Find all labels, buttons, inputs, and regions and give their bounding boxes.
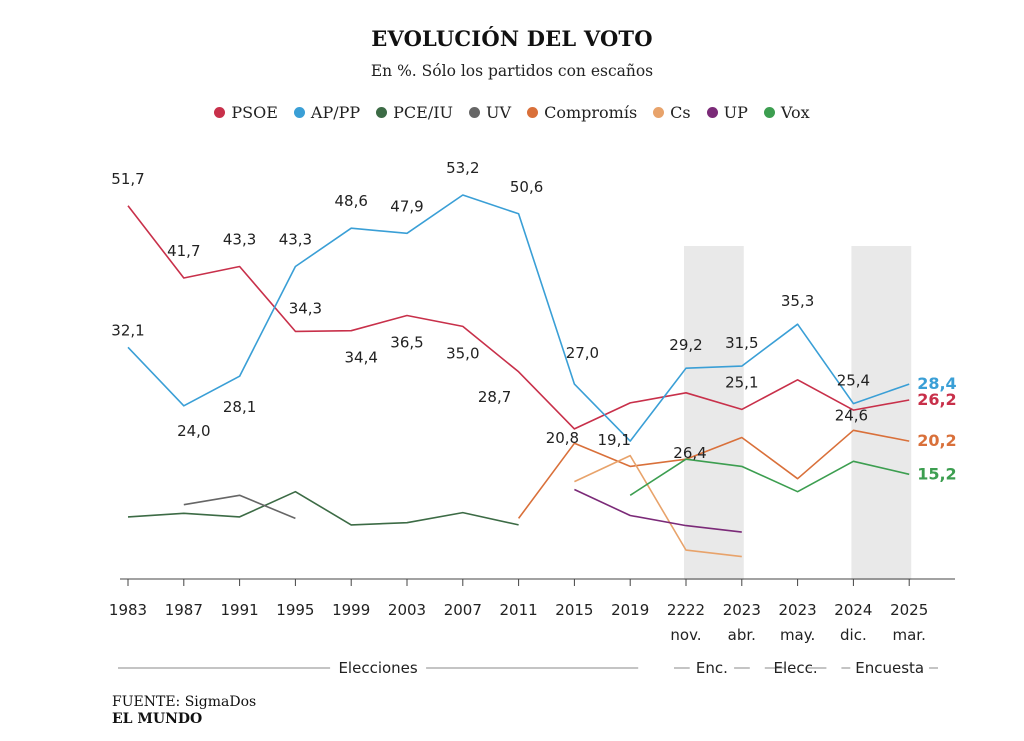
data-label-comprom-s: 24,6 [835,406,868,424]
legend-label: Compromís [544,103,638,122]
x-tick-label: 2025 [890,601,928,619]
x-tick-label: 2023 [779,601,817,619]
x-tick-label: 2019 [611,601,649,619]
data-label-ap-pp: 50,6 [510,178,543,196]
data-label-ap-pp: 43,3 [279,230,312,248]
legend-label: PSOE [231,103,278,122]
x-tick-label: 1987 [165,601,203,619]
end-label-ap-pp: 28,4 [917,374,956,393]
series-line-cs [574,454,742,558]
legend-item-pce-iu: PCE/IU [376,103,453,122]
period-label: Enc. [696,659,728,677]
data-label-ap-pp: 28,1 [223,398,256,416]
data-label-psoe: 36,5 [390,334,423,352]
shaded-period [851,246,912,580]
chart-title: EVOLUCIÓN DEL VOTO [371,26,653,51]
x-tick-label: 2011 [500,601,538,619]
x-tick-sublabel: abr. [728,626,756,644]
data-label-ap-pp: 35,3 [781,292,814,310]
data-label-cs: 26,4 [673,444,706,462]
data-label-psoe: 20,8 [546,429,579,447]
data-label-ap-pp: 31,5 [725,334,758,352]
legend: PSOE AP/PP PCE/IU UV Compromís Cs UP Vox [0,103,1024,122]
period-label: Elecc. [774,659,818,677]
x-tick-sublabel: nov. [670,626,701,644]
legend-item-ap-pp: AP/PP [293,103,361,122]
footer: FUENTE: SigmaDos EL MUNDO [112,694,256,728]
data-label-ap-pp: 32,1 [111,321,144,339]
series-line-psoe [127,205,910,430]
x-tick-label: 2222 [667,601,705,619]
legend-swatch [469,107,481,118]
series-line-vox [629,458,910,496]
data-label-ap-pp: 25,4 [837,372,870,390]
end-label-psoe: 26,2 [917,390,956,409]
series-line-ap-pp [127,194,910,442]
legend-item-comprom-s: Compromís [527,103,637,122]
series-line-up [574,488,742,533]
legend-swatch [293,107,305,118]
source-note: FUENTE: SigmaDos [112,694,257,710]
x-tick-label: 2023 [723,601,761,619]
data-label-ap-pp: 24,0 [177,422,210,440]
legend-item-cs: Cs [653,103,691,122]
data-label-psoe: 25,1 [725,373,758,391]
data-label-ap-pp: 19,1 [597,431,630,449]
legend-item-up: UP [706,103,748,122]
series-line-uv [183,494,296,520]
data-label-psoe: 34,3 [289,299,322,317]
x-tick-sublabel: dic. [840,626,867,644]
data-label-psoe: 51,7 [111,170,144,188]
legend-label: Vox [780,103,810,122]
legend-item-psoe: PSOE [214,103,278,122]
legend-label: UP [723,103,748,122]
brand-name: EL MUNDO [112,711,203,727]
x-tick-label: 2003 [388,601,426,619]
end-label-vox: 15,2 [917,464,956,483]
x-tick-label: 1991 [221,601,259,619]
legend-label: AP/PP [310,103,361,122]
x-tick-label: 1995 [276,601,314,619]
x-tick-label: 1999 [332,601,370,619]
legend-swatch [376,107,388,118]
legend-item-vox: Vox [763,103,810,122]
data-label-psoe: 34,4 [344,349,377,367]
period-label: Encuesta [855,659,924,677]
legend-label: PCE/IU [393,103,454,122]
legend-swatch [763,107,775,118]
shaded-period [684,246,744,580]
legend-swatch [214,107,226,118]
x-tick-label: 1983 [109,601,147,619]
data-label-psoe: 35,0 [446,344,479,362]
x-tick-sublabel: may. [780,626,815,644]
legend-label: UV [486,103,512,122]
data-label-ap-pp: 29,2 [669,336,702,354]
x-tick-sublabel: mar. [893,626,926,644]
data-label-ap-pp: 47,9 [390,197,423,215]
legend-label: Cs [670,103,691,122]
data-label-psoe: 28,7 [478,388,511,406]
period-label: Elecciones [338,659,417,677]
legend-swatch [706,107,718,118]
x-tick-label: 2024 [834,601,872,619]
data-label-ap-pp: 27,0 [566,344,599,362]
chart-subtitle: En %. Sólo los partidos con escaños [370,62,654,80]
data-label-ap-pp: 48,6 [334,192,367,210]
data-label-ap-pp: 53,2 [446,159,479,177]
series-line-comprom-s [517,429,910,519]
end-label-comprom-s: 20,2 [917,431,956,450]
data-label-psoe: 41,7 [167,242,200,260]
data-label-psoe: 43,3 [223,230,256,248]
series-line-pce-iu [127,490,519,526]
legend-swatch [653,107,665,118]
legend-item-uv: UV [469,103,511,122]
legend-swatch [527,107,539,118]
x-tick-label: 2015 [555,601,593,619]
x-tick-label: 2007 [444,601,482,619]
